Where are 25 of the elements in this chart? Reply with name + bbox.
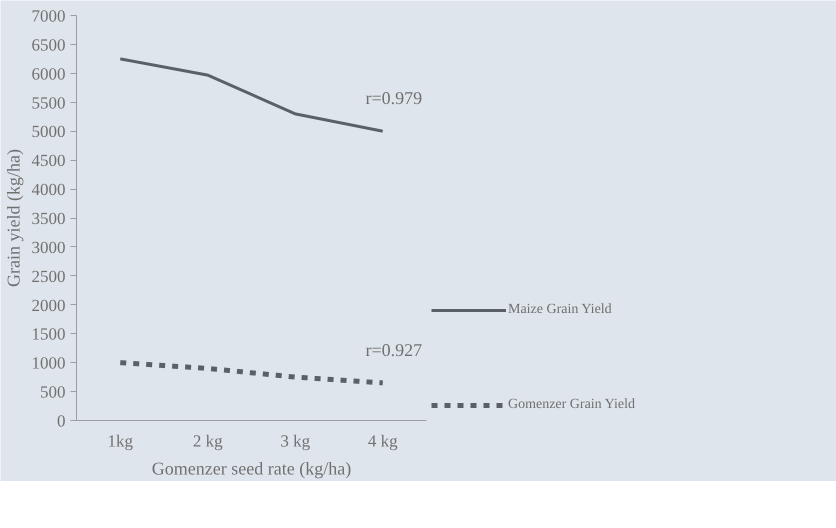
y-tick-label: 4000 (32, 180, 66, 200)
y-tick-label: 4500 (32, 151, 66, 170)
x-tick-label: 3 kg (280, 432, 311, 450)
y-tick-label: 6000 (32, 64, 66, 84)
y-tick-label: 3000 (32, 238, 66, 257)
y-tick-label: 1500 (32, 324, 66, 344)
y-tick-label: 2500 (32, 266, 66, 286)
x-axis-title: Gomenzer seed rate (kg/ha) (152, 458, 352, 478)
y-axis-title: Grain yield (kg/ha) (4, 149, 24, 287)
y-tick-label: 5500 (32, 93, 66, 112)
text: Gomenzer Grain Yield (508, 397, 635, 413)
annotation: r=0.979 (365, 88, 422, 108)
y-tick-label: 2000 (32, 296, 66, 315)
y-tick-label: 1000 (32, 354, 66, 373)
y-tick-label: 5000 (32, 122, 66, 142)
x-tick-label: 4 kg (368, 432, 398, 450)
y-tick-label: 6500 (32, 35, 66, 54)
y-tick-label: 3500 (32, 209, 66, 228)
y-tick-label: 0 (57, 412, 66, 430)
y-tick-label: 500 (40, 382, 66, 402)
annotation: r=0.927 (365, 340, 422, 360)
text: Maize Grain Yield (508, 302, 612, 318)
x-tick-label: 1kg (108, 432, 134, 450)
x-tick-label: 2 kg (192, 432, 224, 450)
y-tick-label: 7000 (32, 6, 66, 26)
